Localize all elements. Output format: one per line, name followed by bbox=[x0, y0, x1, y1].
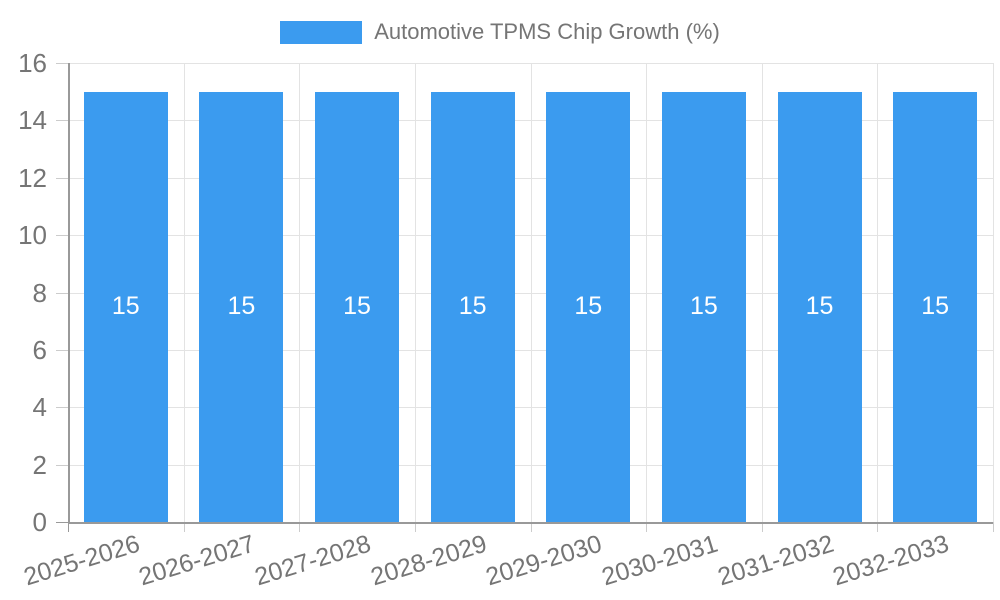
y-axis-tick-label: 0 bbox=[32, 507, 47, 537]
legend[interactable]: Automotive TPMS Chip Growth (%) bbox=[0, 17, 1000, 47]
gridline-vertical bbox=[299, 63, 301, 522]
x-axis-tick bbox=[183, 522, 185, 532]
x-axis-tick bbox=[646, 522, 648, 532]
bar-value-label: 15 bbox=[111, 292, 140, 321]
y-axis-tick bbox=[56, 63, 68, 64]
y-axis-tick-label: 2 bbox=[32, 449, 47, 480]
bar[interactable]: 15 bbox=[199, 91, 284, 522]
y-axis-tick-label: 4 bbox=[32, 392, 47, 423]
x-axis-tick bbox=[877, 522, 879, 532]
x-axis-tick bbox=[530, 522, 532, 532]
gridline-vertical bbox=[183, 63, 185, 522]
gridline-vertical bbox=[761, 63, 763, 522]
gridline-vertical bbox=[530, 63, 532, 522]
gridline-vertical bbox=[993, 63, 994, 522]
y-axis-tick bbox=[56, 177, 68, 179]
y-axis-tick-label: 10 bbox=[18, 220, 47, 251]
gridline-vertical bbox=[646, 63, 648, 522]
bar-value-label: 15 bbox=[574, 292, 603, 321]
y-axis-tick bbox=[56, 292, 68, 294]
bar[interactable]: 15 bbox=[315, 91, 400, 522]
bar[interactable]: 15 bbox=[777, 91, 862, 522]
x-axis-tick bbox=[414, 522, 416, 532]
bar[interactable]: 15 bbox=[83, 91, 168, 522]
bar-value-label: 15 bbox=[805, 292, 834, 321]
y-axis-tick-label: 12 bbox=[18, 162, 47, 193]
gridline-vertical bbox=[877, 63, 879, 522]
bar-value-label: 15 bbox=[690, 292, 718, 321]
y-axis-tick bbox=[56, 464, 68, 466]
y-axis-tick bbox=[56, 120, 68, 122]
y-axis-tick-label: 8 bbox=[32, 277, 47, 308]
y-axis-tick-label: 14 bbox=[18, 105, 47, 136]
y-axis-tick bbox=[56, 522, 68, 523]
x-axis-tick bbox=[299, 522, 301, 532]
y-axis-tick bbox=[56, 235, 68, 237]
y-axis-tick-label: 16 bbox=[18, 48, 47, 78]
bar-value-label: 15 bbox=[227, 292, 256, 321]
bar[interactable]: 15 bbox=[430, 91, 515, 522]
y-axis-tick bbox=[56, 407, 68, 409]
y-axis-tick-label: 6 bbox=[32, 334, 47, 365]
bar-value-label: 15 bbox=[458, 292, 487, 321]
x-axis-tick bbox=[761, 522, 763, 532]
y-axis-line bbox=[68, 63, 70, 522]
legend-color-swatch[interactable] bbox=[280, 20, 363, 44]
gridline-vertical bbox=[414, 63, 416, 522]
x-axis-line bbox=[68, 522, 993, 524]
bar[interactable]: 15 bbox=[546, 91, 631, 522]
x-axis-tick bbox=[68, 522, 69, 532]
y-axis-tick bbox=[56, 349, 68, 351]
bar-value-label: 15 bbox=[343, 292, 371, 321]
legend-label[interactable]: Automotive TPMS Chip Growth (%) bbox=[374, 19, 720, 44]
bar[interactable]: 15 bbox=[661, 91, 746, 522]
bar[interactable]: 15 bbox=[893, 91, 978, 522]
bar-value-label: 15 bbox=[921, 292, 950, 321]
x-axis-tick bbox=[993, 522, 994, 532]
